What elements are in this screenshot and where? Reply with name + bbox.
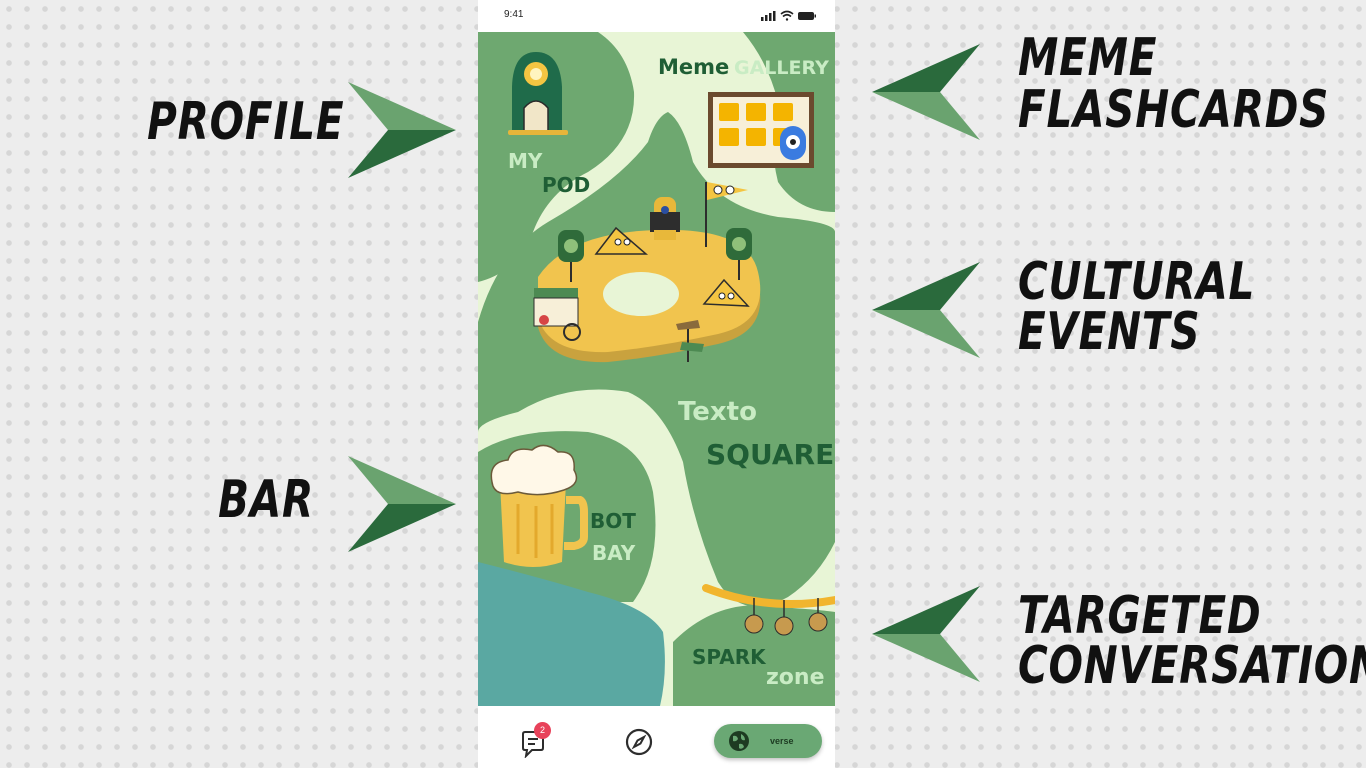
bay-label: BAY [592, 541, 636, 565]
speaker-left-icon[interactable] [558, 230, 584, 282]
pod-label: POD [542, 173, 590, 197]
chat-icon[interactable] [520, 730, 546, 758]
phone-screen: 9:41 [478, 0, 835, 768]
meme-label: Meme [658, 55, 729, 79]
profile-annotation: PROFILE [147, 92, 345, 152]
bar-annotation: BAR [218, 470, 314, 530]
my-label: MY [508, 149, 543, 173]
bar-arrow-icon [348, 456, 456, 552]
globe-icon [729, 731, 749, 751]
spark-label: SPARK [692, 645, 767, 669]
beer-mug-icon[interactable] [490, 444, 588, 567]
verse-button[interactable]: verse [714, 724, 822, 758]
signal-icon [761, 11, 776, 21]
cultural-annotation-line1: CULTURAL [1018, 252, 1256, 312]
square-label: SQUARE [706, 438, 834, 471]
meme-gallery-frame-icon[interactable] [708, 92, 814, 168]
profile-arrow-icon [348, 82, 456, 178]
gallery-label: GALLERY [734, 57, 829, 79]
light-bulbs-icon[interactable] [744, 598, 828, 636]
cultural-arrow-icon [872, 262, 980, 358]
status-icons [761, 10, 816, 21]
zone-label: zone [766, 665, 825, 690]
status-time: 9:41 [504, 9, 524, 20]
signpost-icon[interactable] [676, 320, 704, 362]
chat-badge: 2 [534, 722, 551, 739]
status-bar: 9:41 [478, 0, 835, 32]
meme-arrow-icon [872, 44, 980, 140]
targeted-arrow-icon [872, 586, 980, 682]
compass-icon[interactable] [625, 728, 653, 756]
world-map[interactable]: MY POD Meme GALLERY Texto SQUARE BOT BAY… [478, 32, 835, 706]
pod-house-icon[interactable] [508, 52, 568, 135]
meme-annotation-line2: FLASHCARDS [1018, 80, 1330, 140]
bot-label: BOT [590, 509, 636, 533]
targeted-annotation-line2: CONVERSATION [1018, 636, 1366, 696]
food-cart-icon[interactable] [533, 288, 581, 341]
meme-annotation-line1: MEME [1018, 28, 1158, 88]
bottom-nav: 2 verse [478, 706, 835, 768]
wifi-icon [780, 10, 794, 21]
cultural-annotation-line2: EVENTS [1018, 302, 1201, 362]
battery-icon [798, 12, 816, 20]
flag-icon[interactable] [705, 182, 748, 247]
speaker-right-icon[interactable] [726, 228, 752, 280]
targeted-annotation-line1: TARGETED [1018, 586, 1262, 646]
texto-label: Texto [678, 397, 757, 427]
robot-icon[interactable] [650, 197, 680, 240]
tent-icon[interactable] [594, 226, 750, 307]
verse-label: verse [770, 736, 794, 746]
